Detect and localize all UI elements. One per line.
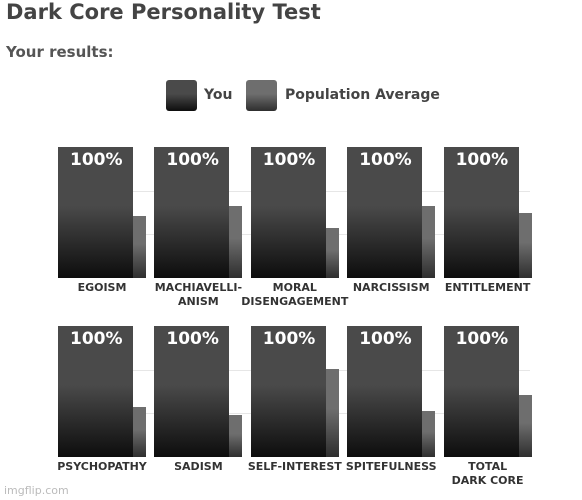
x-tick-label: SELF-INTEREST xyxy=(247,460,342,473)
bar xyxy=(443,326,519,457)
x-tick-label: EGOISM xyxy=(77,281,127,294)
x-tick-label: TOTAL DARK CORE xyxy=(451,460,524,487)
subtitle: Your results: xyxy=(6,43,114,61)
bar xyxy=(325,228,339,278)
legend-swatch xyxy=(166,80,197,111)
bar xyxy=(422,411,436,457)
bar xyxy=(250,147,326,278)
bar xyxy=(250,326,326,457)
bar xyxy=(518,395,532,457)
value-label: 100% xyxy=(166,329,219,349)
value-label: 100% xyxy=(262,150,316,170)
x-tick-label: NARCISSISM xyxy=(352,281,430,294)
bar xyxy=(58,326,133,457)
bar xyxy=(443,147,519,278)
chart-title: Dark Core Personality Test xyxy=(6,0,321,24)
bar xyxy=(347,326,423,457)
legend-label: Population Average xyxy=(285,87,440,103)
value-label: 100% xyxy=(455,329,509,349)
x-tick-label: SADISM xyxy=(174,460,223,473)
legend-swatch xyxy=(246,80,277,111)
legend-label: You xyxy=(204,87,233,103)
x-tick-label: ENTITLEMENT xyxy=(444,281,531,294)
x-tick-label: SPITEFULNESS xyxy=(345,460,437,473)
bar xyxy=(347,147,423,278)
value-label: 100% xyxy=(359,150,412,170)
bar xyxy=(325,369,339,457)
bar xyxy=(133,216,146,278)
bar xyxy=(154,326,230,457)
value-label: 100% xyxy=(359,329,412,349)
bar xyxy=(229,205,243,278)
value-label: 100% xyxy=(166,150,219,170)
bar xyxy=(58,147,133,278)
bar xyxy=(133,407,146,457)
watermark: imgflip.com xyxy=(4,484,69,497)
x-tick-label: PSYCHOPATHY xyxy=(57,460,147,473)
bar xyxy=(154,147,230,278)
bar xyxy=(518,212,532,278)
bar xyxy=(229,415,243,457)
value-label: 100% xyxy=(455,150,509,170)
x-tick-label: MACHIAVELLI- ANISM xyxy=(154,281,243,308)
value-label: 100% xyxy=(262,329,316,349)
value-label: 100% xyxy=(70,150,123,170)
value-label: 100% xyxy=(70,329,123,349)
x-tick-label: MORAL DISENGAGEMENT xyxy=(241,281,349,308)
bar xyxy=(422,205,436,278)
